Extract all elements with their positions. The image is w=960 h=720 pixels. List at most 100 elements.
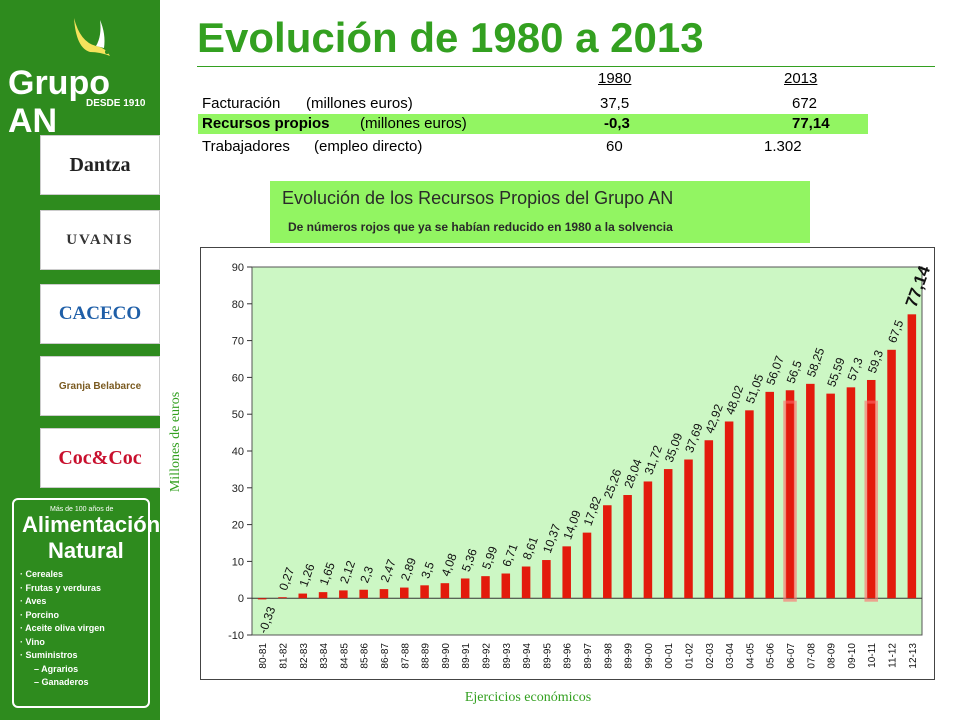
uvanis-logo-text: UVANIS xyxy=(66,231,134,248)
bar xyxy=(318,592,328,599)
belabarce-logo[interactable]: Granja Belabarce xyxy=(40,356,160,416)
bar xyxy=(603,505,612,599)
alimentacion-small-text: Más de 100 años de xyxy=(50,506,114,513)
bar xyxy=(765,391,774,599)
x-tick-label: 99-00 xyxy=(644,643,655,669)
bar xyxy=(866,379,876,599)
bar xyxy=(359,589,368,599)
bar xyxy=(704,440,714,599)
bar xyxy=(298,593,308,599)
kpi-value-2013: 1.302 xyxy=(764,138,802,155)
x-tick-label: 89-90 xyxy=(441,643,452,669)
kpi-col-1980: 1980 xyxy=(598,70,632,87)
cocandcoc-logo[interactable]: Coc&Coc xyxy=(40,428,160,488)
kpi-unit: (millones euros) xyxy=(306,95,413,112)
bar xyxy=(440,583,450,599)
alimentacion-title: Alimentación xyxy=(22,512,161,537)
x-axis-label: Ejercicios económicos xyxy=(464,690,592,705)
bar-highlight xyxy=(783,400,797,602)
bar xyxy=(745,410,754,599)
bar xyxy=(806,383,815,599)
kpi-label: Trabajadores xyxy=(202,138,290,155)
product-item: · Suministros xyxy=(20,650,78,660)
y-tick-label: 60 xyxy=(232,372,244,384)
y-tick-label: 90 xyxy=(232,262,244,274)
cocandcoc-logo-text: Coc&Coc xyxy=(58,446,142,469)
bird-logo-icon xyxy=(74,18,110,56)
bar xyxy=(582,532,592,599)
caceco-logo[interactable]: CACECO xyxy=(40,284,160,344)
x-tick-label: 02-03 xyxy=(705,643,716,669)
kpi-unit: (millones euros) xyxy=(360,115,467,132)
x-tick-label: 08-09 xyxy=(827,643,838,669)
sidebar: Grupo AN DESDE 1910 Dantza UVANIS CACECO… xyxy=(0,0,160,720)
x-tick-label: 89-99 xyxy=(624,643,635,669)
y-tick-label: 70 xyxy=(232,336,244,348)
bar xyxy=(623,495,632,599)
uvanis-logo[interactable]: UVANIS xyxy=(40,210,160,270)
x-tick-label: 01-02 xyxy=(685,643,696,669)
bar xyxy=(521,566,531,599)
kpi-value-1980: -0,3 xyxy=(604,115,630,132)
chart-frame: -10 0 10 20 30 40 50 60 70 80 90 -0,33 80-81 0,27 81-8… xyxy=(200,247,935,680)
y-tick-label: 50 xyxy=(232,409,244,421)
x-tick-label: 03-04 xyxy=(725,643,736,669)
x-tick-label: 11-12 xyxy=(888,643,899,668)
x-tick-label: 80-81 xyxy=(258,643,269,669)
x-tick-label: 10-11 xyxy=(867,643,878,668)
x-tick-label: 82-83 xyxy=(299,643,310,669)
x-tick-label: 04-05 xyxy=(745,643,756,669)
kpi-value-2013: 77,14 xyxy=(792,115,830,132)
kpi-row-trabajadores: Trabajadores (empleo directo) 60 1.302 xyxy=(198,137,868,157)
bar xyxy=(663,469,673,599)
y-tick-label: 80 xyxy=(232,299,244,311)
bar xyxy=(826,393,835,599)
kpi-row-recursos: Recursos propios (millones euros) -0,3 7… xyxy=(198,114,868,134)
kpi-value-2013: 672 xyxy=(792,95,818,112)
bar xyxy=(420,585,429,599)
bar xyxy=(339,590,348,599)
x-tick-label: 89-93 xyxy=(502,643,513,669)
product-item: · Cereales xyxy=(20,569,64,579)
bar xyxy=(278,597,287,599)
kpi-value-1980: 37,5 xyxy=(600,95,630,112)
product-item: · Aceite oliva virgen xyxy=(20,623,105,633)
x-tick-label: 88-89 xyxy=(421,643,432,669)
bar-highlight xyxy=(864,400,879,602)
y-tick-label: 0 xyxy=(238,593,244,605)
kpi-unit: (empleo directo) xyxy=(314,138,423,155)
dantza-logo-text: Dantza xyxy=(69,153,131,176)
bar xyxy=(481,576,490,599)
bar-chart: -100102030405060708090-0,3380-810,2781-8… xyxy=(228,262,934,669)
bar xyxy=(785,390,795,599)
bar xyxy=(379,589,389,599)
title-divider xyxy=(197,66,935,67)
product-item: · Aves xyxy=(20,596,47,606)
product-list: · Cereales · Frutas y verduras · Aves · … xyxy=(20,568,105,690)
kpi-col-2013: 2013 xyxy=(784,70,818,87)
x-tick-label: 00-01 xyxy=(664,643,675,669)
data-label: 2,3 xyxy=(357,564,376,585)
x-tick-label: 89-97 xyxy=(583,643,594,669)
y-axis-label: Millones de euros xyxy=(168,391,183,493)
dantza-logo[interactable]: Dantza xyxy=(40,135,160,195)
page-title: Evolución de 1980 a 2013 xyxy=(197,14,704,61)
x-tick-label: 89-92 xyxy=(481,643,492,669)
x-tick-label: 89-96 xyxy=(563,643,574,669)
bar xyxy=(846,387,856,599)
chart-header-box: Evolución de los Recursos Propios del Gr… xyxy=(270,181,810,243)
chart-subtitle: De números rojos que ya se habían reduci… xyxy=(288,220,673,234)
kpi-row-facturacion: Facturación (millones euros) 37,5 672 xyxy=(198,94,868,114)
bar xyxy=(460,578,470,599)
x-tick-label: 83-84 xyxy=(319,643,330,669)
x-tick-label: 89-95 xyxy=(542,643,553,669)
x-tick-label: 87-88 xyxy=(400,643,411,669)
chart-title: Evolución de los Recursos Propios del Gr… xyxy=(282,188,674,208)
alimentacion-natural-box: Más de 100 años de Alimentación Natural … xyxy=(12,498,160,708)
bar xyxy=(887,349,896,599)
x-tick-label: 84-85 xyxy=(339,643,350,669)
product-item: · Porcino xyxy=(20,609,60,620)
x-tick-label: 89-91 xyxy=(461,643,472,669)
bar xyxy=(501,573,511,599)
x-tick-label: 86-87 xyxy=(380,643,391,669)
